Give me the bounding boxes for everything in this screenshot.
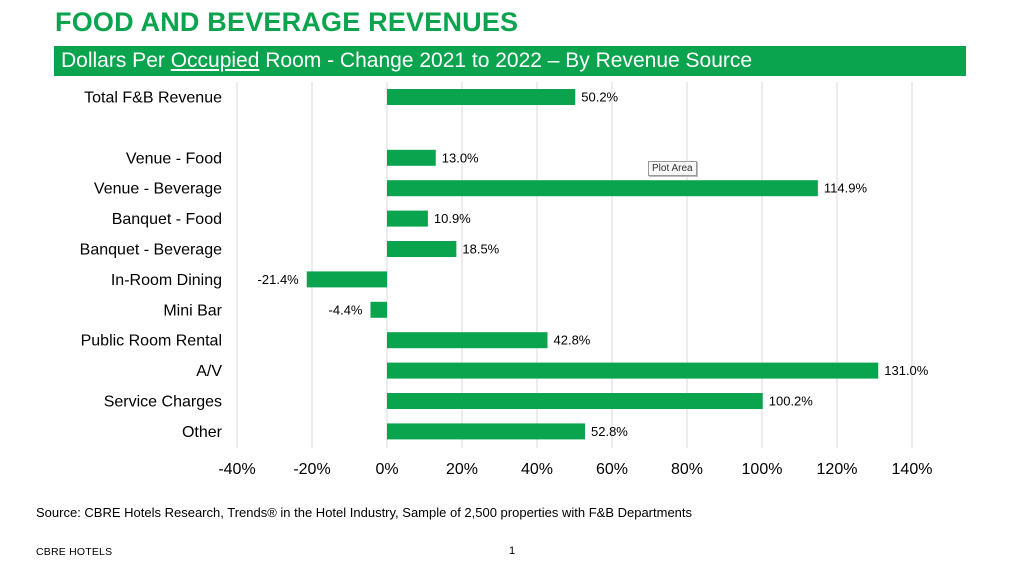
category-label: Banquet - Food <box>112 211 222 228</box>
data-label: 42.8% <box>554 333 591 348</box>
x-tick-label: -20% <box>293 461 330 478</box>
bar[interactable] <box>387 393 763 409</box>
x-tick-label: 40% <box>521 461 553 478</box>
bar[interactable] <box>370 301 388 318</box>
plot-area-tooltip: Plot Area <box>648 161 697 176</box>
subtitle-underlined-word: Occupied <box>170 49 260 72</box>
x-tick-label: -40% <box>218 461 255 478</box>
category-label: Mini Bar <box>163 302 222 319</box>
data-label: 13.0% <box>442 150 479 165</box>
data-label: 52.8% <box>591 424 628 439</box>
subtitle-prefix: Dollars Per <box>61 49 171 72</box>
bar[interactable] <box>387 423 585 440</box>
category-label: Venue - Food <box>126 150 222 167</box>
bar[interactable] <box>306 271 387 288</box>
data-label: 114.9% <box>824 181 868 196</box>
category-label: Banquet - Beverage <box>80 242 222 259</box>
bar[interactable] <box>387 332 548 349</box>
category-label: Venue - Beverage <box>94 181 222 198</box>
category-label: In-Room Dining <box>111 272 222 289</box>
category-label: Other <box>182 424 223 441</box>
bars <box>306 89 879 440</box>
bar[interactable] <box>387 149 436 166</box>
x-tick-label: 100% <box>742 461 783 478</box>
data-label: 131.0% <box>884 363 929 378</box>
category-label: Public Room Rental <box>81 333 222 350</box>
x-tick-label: 60% <box>596 461 628 478</box>
data-label: -21.4% <box>258 272 300 287</box>
source-note: Source: CBRE Hotels Research, Trends® in… <box>36 505 693 520</box>
category-label: Total F&B Revenue <box>84 90 222 107</box>
page-title: FOOD AND BEVERAGE REVENUES <box>55 7 519 37</box>
gridlines <box>236 82 913 448</box>
bar[interactable] <box>387 210 428 227</box>
bar[interactable] <box>387 241 457 257</box>
category-label: Service Charges <box>104 394 222 411</box>
x-tick-label: 0% <box>375 461 398 478</box>
labels: -40% -20% 0% 20% 40% 60% 80% 100% 120% 140% Total … <box>80 90 933 479</box>
x-tick-label: 80% <box>671 461 703 478</box>
data-label: 50.2% <box>581 90 618 105</box>
data-label: 100.2% <box>769 394 814 409</box>
page-number: 1 <box>509 545 516 557</box>
x-tick-label: 20% <box>446 461 478 478</box>
bar[interactable] <box>387 362 879 379</box>
category-label: A/V <box>196 363 222 380</box>
bar[interactable] <box>387 89 576 105</box>
bar[interactable] <box>387 180 818 197</box>
data-label: -4.4% <box>329 302 363 317</box>
footer-brand: CBRE HOTELS <box>36 546 113 558</box>
x-tick-label: 120% <box>817 461 858 478</box>
data-label: 10.9% <box>434 211 471 226</box>
subtitle-suffix: Room - Change 2021 to 2022 – By Revenue … <box>259 49 753 72</box>
data-label: 18.5% <box>462 242 499 257</box>
subtitle-banner: Dollars Per Occupied Room - Change 2021 … <box>54 46 966 76</box>
x-tick-label: 140% <box>892 461 933 478</box>
